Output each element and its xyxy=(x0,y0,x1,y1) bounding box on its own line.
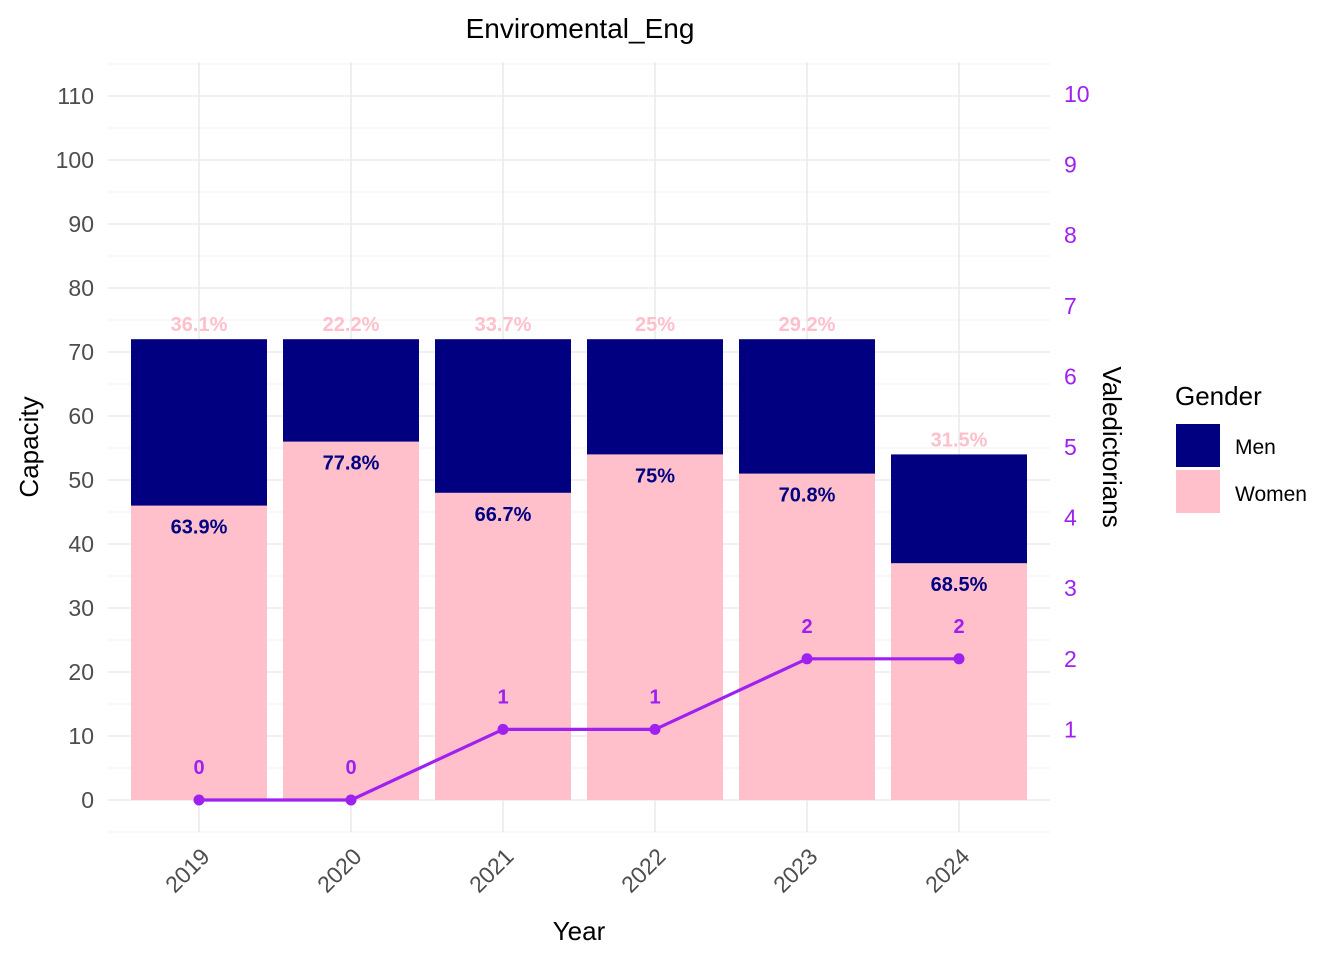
legend-swatch-men xyxy=(1176,424,1220,467)
valedictorian-point xyxy=(497,723,509,735)
bars xyxy=(131,339,1027,800)
y-tick-label: 30 xyxy=(68,595,94,621)
valedictorian-point xyxy=(801,653,813,665)
bar-men-2023 xyxy=(739,339,875,474)
y2-tick-label: 6 xyxy=(1064,363,1077,389)
valedictorian-point xyxy=(953,653,965,665)
valedictorian-point xyxy=(193,794,205,806)
x-tick-label: 2024 xyxy=(920,843,975,898)
y-axis-right-ticks: 1 2 3 4 5 6 7 8 9 10 xyxy=(1064,81,1090,742)
y2-tick-label: 4 xyxy=(1064,505,1077,531)
valedictorian-line: 0 0 1 1 2 2 xyxy=(193,616,965,806)
y-axis-left-ticks: 0 10 20 30 40 50 60 70 80 90 100 110 xyxy=(56,83,94,813)
x-tick-label: 2021 xyxy=(464,843,519,898)
x-tick-label: 2023 xyxy=(768,843,823,898)
label-men-pct: 31.5% xyxy=(931,429,988,451)
y-tick-label: 70 xyxy=(68,339,94,365)
bar-women-2022 xyxy=(587,454,723,800)
bar-men-2022 xyxy=(587,339,723,455)
label-women-pct: 68.5% xyxy=(931,574,988,596)
label-men-pct: 29.2% xyxy=(779,314,836,336)
chart-title: Enviromental_Eng xyxy=(466,13,695,44)
valedictorian-value-label: 0 xyxy=(193,757,204,779)
y-tick-label: 50 xyxy=(68,467,94,493)
label-men-pct: 25% xyxy=(635,314,675,336)
label-women-pct: 66.7% xyxy=(475,504,532,526)
bar-men-2024 xyxy=(891,454,1027,564)
y2-tick-label: 1 xyxy=(1064,716,1077,742)
legend: Gender Men Women xyxy=(1175,381,1307,513)
valedictorian-value-label: 0 xyxy=(345,757,356,779)
label-women-pct: 75% xyxy=(635,465,675,487)
y2-tick-label: 5 xyxy=(1064,434,1077,460)
y-tick-label: 100 xyxy=(56,147,94,173)
legend-swatch-women xyxy=(1176,470,1220,513)
bar-men-2021 xyxy=(435,339,571,493)
label-women-pct: 77.8% xyxy=(323,453,380,475)
bar-men-2020 xyxy=(283,339,419,442)
y-tick-label: 80 xyxy=(68,275,94,301)
y-tick-label: 40 xyxy=(68,531,94,557)
valedictorian-polyline xyxy=(199,657,959,802)
y-tick-label: 0 xyxy=(81,787,94,813)
valedictorian-value-label: 2 xyxy=(953,616,964,638)
bar-women-2024 xyxy=(891,563,1027,800)
legend-label-men: Men xyxy=(1235,436,1276,459)
bar-women-2021 xyxy=(435,492,571,800)
x-axis-ticks: 2019 2020 2021 2022 2023 2024 xyxy=(160,843,975,898)
bar-labels: 63.9% 36.1% 77.8% 22.2% 66.7% 33.7% 75% 25% 70.8… xyxy=(171,314,988,596)
x-tick-label: 2019 xyxy=(160,843,215,898)
y-axis-title: Capacity xyxy=(14,396,44,497)
label-women-pct: 70.8% xyxy=(779,485,836,507)
y-tick-label: 90 xyxy=(68,211,94,237)
x-tick-label: 2022 xyxy=(616,843,671,898)
legend-title: Gender xyxy=(1175,381,1262,411)
label-men-pct: 22.2% xyxy=(323,314,380,336)
y-tick-label: 10 xyxy=(68,723,94,749)
y2-tick-label: 2 xyxy=(1064,646,1077,672)
label-women-pct: 63.9% xyxy=(171,517,228,539)
bar-women-2023 xyxy=(739,473,875,800)
bar-women-2020 xyxy=(283,441,419,800)
bar-men-2019 xyxy=(131,339,267,506)
label-men-pct: 36.1% xyxy=(171,314,228,336)
y2-tick-label: 7 xyxy=(1064,293,1077,319)
y-tick-label: 110 xyxy=(57,83,94,109)
x-axis-title: Year xyxy=(553,916,606,946)
valedictorian-value-label: 1 xyxy=(649,686,660,708)
bar-women-2019 xyxy=(131,505,267,800)
valedictorian-value-label: 2 xyxy=(801,616,812,638)
y2-tick-label: 9 xyxy=(1064,152,1077,178)
legend-label-women: Women xyxy=(1235,483,1307,506)
x-tick-label: 2020 xyxy=(312,843,367,898)
y2-tick-label: 8 xyxy=(1064,222,1077,248)
y2-tick-label: 10 xyxy=(1064,81,1090,107)
y2-tick-label: 3 xyxy=(1064,575,1077,601)
label-men-pct: 33.7% xyxy=(475,314,532,336)
y2-axis-title: Valedictorians xyxy=(1097,366,1127,527)
valedictorian-point xyxy=(345,794,357,806)
y-tick-label: 60 xyxy=(68,403,94,429)
y-tick-label: 20 xyxy=(68,659,94,685)
valedictorian-point xyxy=(649,723,661,735)
valedictorian-value-label: 1 xyxy=(497,686,508,708)
